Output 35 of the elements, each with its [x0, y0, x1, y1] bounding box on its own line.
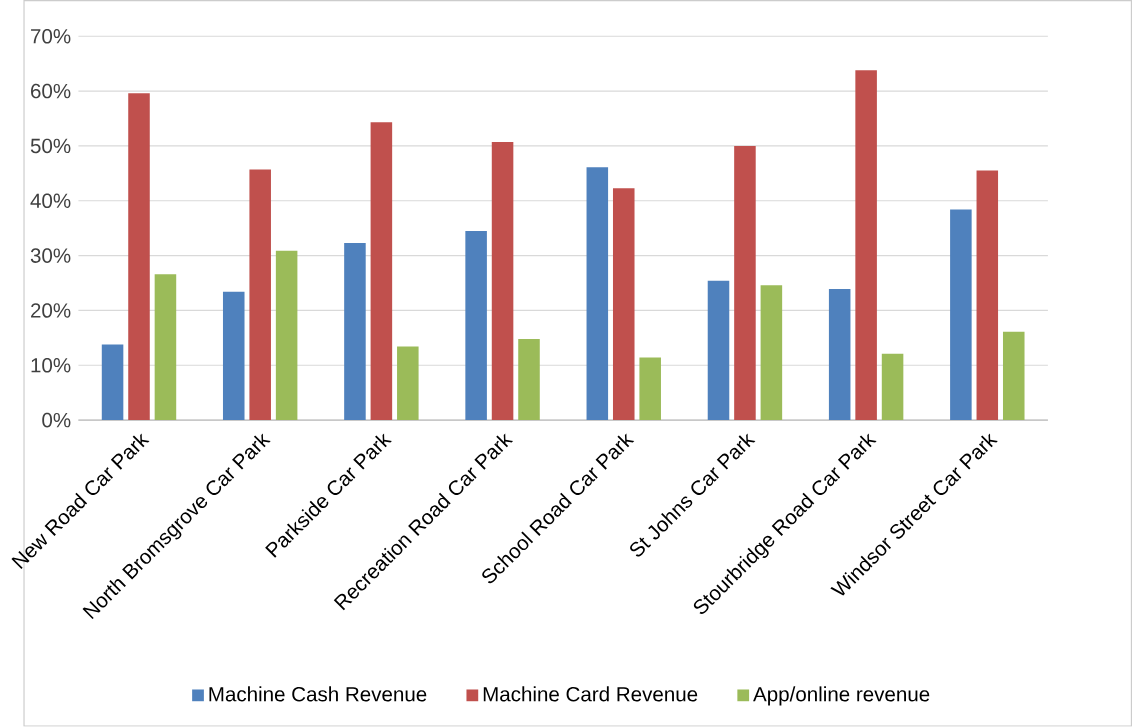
y-tick-label: 50% [30, 138, 71, 154]
bar [828, 289, 851, 421]
bar [397, 346, 419, 421]
bar [465, 231, 487, 421]
bar [586, 167, 609, 421]
y-tick-label: 0% [42, 413, 71, 428]
bar [154, 274, 177, 421]
bar [734, 146, 756, 421]
bar [370, 122, 393, 421]
legend-label: App/online revenue [753, 686, 930, 706]
bar [249, 169, 271, 421]
bar [128, 93, 150, 421]
y-tick-label: 20% [31, 303, 71, 318]
bar [760, 285, 783, 421]
y-tick-label: 60% [31, 83, 71, 99]
legend-label: Machine Card Revenue [483, 686, 698, 702]
bar [1002, 332, 1025, 421]
bar [275, 250, 298, 421]
legend-label: Machine Cash Revenue [209, 686, 427, 702]
bar [639, 357, 661, 421]
bar [344, 243, 366, 421]
bar [101, 344, 124, 421]
y-tick-label: 70% [31, 29, 71, 44]
bar [950, 209, 972, 421]
y-tick-label: 10% [31, 358, 71, 373]
bar [518, 339, 540, 421]
bar [855, 70, 877, 421]
bar [491, 142, 514, 421]
bar [707, 281, 730, 421]
y-tick-label: 40% [30, 193, 71, 209]
bar [222, 291, 245, 421]
bar [976, 170, 999, 421]
bar [612, 188, 635, 421]
bar [881, 353, 904, 421]
y-tick-label: 30% [30, 248, 71, 264]
